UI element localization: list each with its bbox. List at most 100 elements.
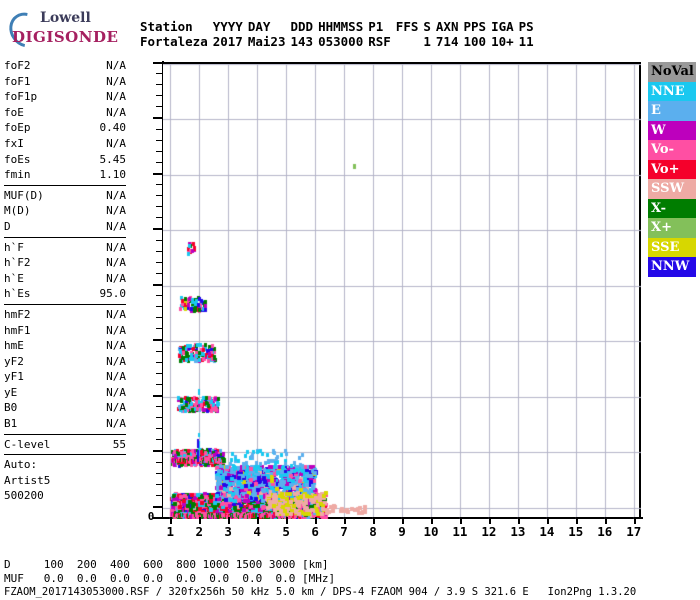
- legend-item-w[interactable]: W: [648, 120, 696, 140]
- legend-item-nnw[interactable]: NNW: [648, 257, 696, 277]
- param-divider: [4, 184, 126, 186]
- param-row-fxi: fxI N/A: [4, 136, 126, 152]
- axis-origin-label: 0: [147, 510, 155, 523]
- header-col-9: PPS: [463, 19, 487, 34]
- y-tick: [156, 217, 163, 218]
- param-key: C-level: [4, 437, 51, 451]
- x-axis-label-17: 17: [626, 524, 642, 539]
- param-key: fxI: [4, 136, 24, 150]
- footer-muf-row: MUF 0.0 0.0 0.0 0.0 0.0 0.0 0.0 0.0 [MHz…: [4, 571, 336, 585]
- param-value: 55: [112, 437, 126, 451]
- legend-item-noval[interactable]: NoVal: [648, 62, 696, 82]
- param-value: N/A: [106, 401, 126, 415]
- param-value: 1.10: [99, 168, 127, 182]
- param-key: hmF2: [4, 307, 31, 321]
- param-value: N/A: [106, 204, 126, 218]
- legend-item-ssw[interactable]: SSW: [648, 179, 696, 199]
- param-row-md: M(D) N/A: [4, 203, 126, 219]
- param-row-hes: h`Es 95.0: [4, 286, 126, 302]
- station-header-columns: Station YYYY DAY DDD HHMMSS P1 FFS S AXN PPS IGA PS: [140, 20, 539, 35]
- param-row-mufd: MUF(D) N/A: [4, 188, 126, 204]
- param-key: yF2: [4, 354, 24, 368]
- legend-item-x[interactable]: X-: [648, 198, 696, 218]
- y-tick: [153, 395, 163, 397]
- y-tick: [156, 129, 163, 130]
- param-row-yf1: yF1 N/A: [4, 369, 126, 385]
- legend-item-x[interactable]: X+: [648, 218, 696, 238]
- param-value: 95.0: [99, 287, 127, 301]
- x-axis-label-15: 15: [568, 524, 584, 539]
- x-tick: [431, 517, 433, 524]
- param-row-ye: yE N/A: [4, 385, 126, 401]
- header-col-7: S: [423, 19, 431, 34]
- legend-item-vo[interactable]: Vo-: [648, 140, 696, 160]
- ionogram-echo-points: [163, 64, 641, 519]
- x-axis-label-14: 14: [539, 524, 555, 539]
- x-tick: [344, 517, 346, 524]
- param-key: foF1p: [4, 90, 38, 104]
- footer-info: D 100 200 400 600 800 1000 1500 3000 [km…: [4, 558, 636, 599]
- polarization-direction-legend[interactable]: NoVal NNE E W Vo- Vo+ SSW X- X+ SSE NNW: [648, 62, 696, 277]
- param-row-hmf2: hmF2 N/A: [4, 307, 126, 323]
- legend-item-vo[interactable]: Vo+: [648, 159, 696, 179]
- param-value: N/A: [106, 370, 126, 384]
- y-tick: [156, 151, 163, 152]
- param-row-fof2: foF2 N/A: [4, 58, 126, 74]
- param-divider: [4, 454, 126, 456]
- header-val-1: 2017: [212, 34, 243, 49]
- plot-area[interactable]: [163, 62, 641, 519]
- param-key: foF2: [4, 59, 31, 72]
- y-tick: [156, 195, 163, 196]
- param-key: MUF(D): [4, 188, 44, 202]
- x-axis-label-4: 4: [253, 524, 261, 539]
- param-value: N/A: [106, 323, 126, 337]
- param-row-hf: h`F N/A: [4, 240, 126, 256]
- param-key: yF1: [4, 370, 24, 384]
- legend-item-sse[interactable]: SSE: [648, 237, 696, 257]
- header-val-11: 11: [518, 34, 534, 49]
- legend-item-nne[interactable]: NNE: [648, 81, 696, 101]
- y-tick: [153, 339, 163, 341]
- y-tick: [156, 106, 163, 107]
- y-tick: [156, 84, 163, 85]
- x-axis-label-13: 13: [510, 524, 526, 539]
- param-key: foEp: [4, 121, 31, 135]
- param-row-fof1: foF1 N/A: [4, 74, 126, 90]
- param-value: N/A: [106, 136, 126, 150]
- x-tick: [170, 517, 172, 524]
- param-value: N/A: [106, 385, 126, 399]
- station-header-values: Fortaleza 2017 Mai23 143 053000 RSF 1 714 100 10+…: [140, 35, 539, 50]
- x-axis-label-16: 16: [597, 524, 613, 539]
- x-axis-label-5: 5: [282, 524, 290, 539]
- param-value: N/A: [106, 188, 126, 202]
- y-tick: [153, 173, 163, 175]
- x-tick: [286, 517, 288, 524]
- param-divider: [4, 433, 126, 435]
- y-tick: [156, 373, 163, 374]
- y-tick: [156, 251, 163, 252]
- x-tick: [402, 517, 404, 524]
- station-header-table: Station YYYY DAY DDD HHMMSS P1 FFS S AXN PPS IGA PS…: [140, 20, 539, 50]
- header-col-8: AXN: [435, 19, 459, 34]
- x-axis-label-10: 10: [423, 524, 439, 539]
- param-row-foes: foEs 5.45: [4, 152, 126, 168]
- header-col-10: IGA: [491, 19, 514, 34]
- header-val-6: [396, 35, 424, 50]
- x-axis-label-1: 1: [166, 524, 174, 539]
- y-tick: [156, 306, 163, 307]
- param-row-foep: foEp 0.40: [4, 120, 126, 136]
- y-tick: [156, 406, 163, 407]
- x-tick: [460, 517, 462, 524]
- param-row-fof1p: foF1p N/A: [4, 89, 126, 105]
- param-value: N/A: [106, 240, 126, 254]
- legend-item-e[interactable]: E: [648, 101, 696, 121]
- y-tick: [153, 506, 163, 508]
- param-row-hmf1: hmF1 N/A: [4, 323, 126, 339]
- x-tick: [315, 517, 317, 524]
- ionogram-plot[interactable]: [153, 62, 641, 524]
- param-value: N/A: [106, 339, 126, 353]
- param-row-he: h`E N/A: [4, 271, 126, 287]
- y-tick: [156, 240, 163, 241]
- auto-scaler-line-1: Artist5: [4, 473, 51, 487]
- y-tick: [156, 206, 163, 207]
